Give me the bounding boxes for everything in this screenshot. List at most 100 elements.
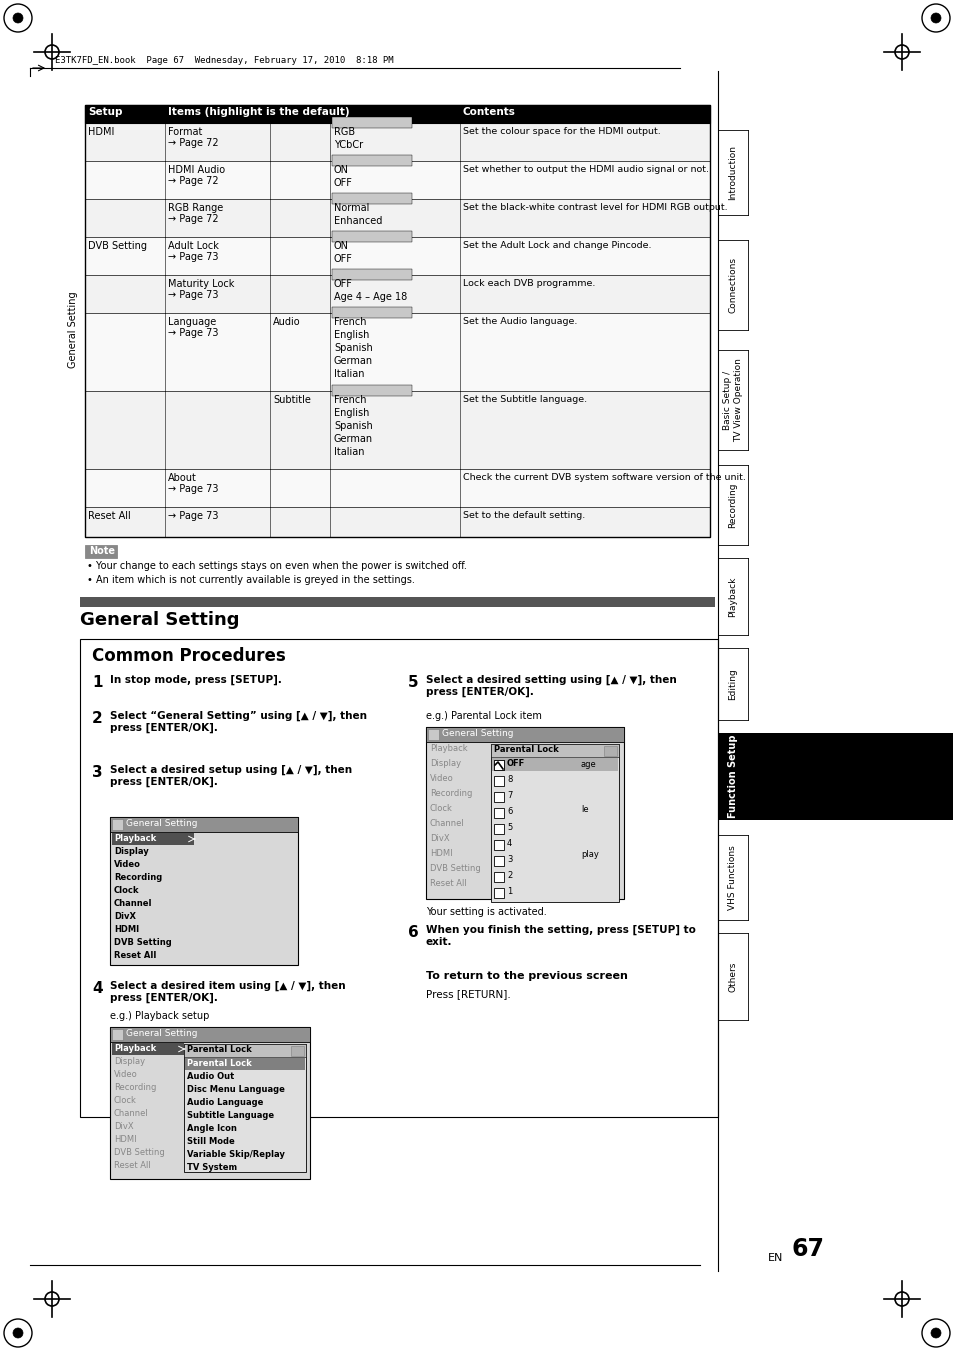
Text: In stop mode, press [SETUP].: In stop mode, press [SETUP]. [110,676,281,685]
Text: 4: 4 [506,839,512,848]
Bar [291,1046,304,1056]
Text: OFF: OFF [334,280,353,289]
Text: 6: 6 [408,925,418,940]
Text: Recording: Recording [430,789,472,798]
Bar [494,824,503,834]
Text: DVB Setting: DVB Setting [113,1148,165,1156]
Text: HDMI: HDMI [113,925,139,934]
Text: Playback: Playback [430,744,467,753]
Bar [110,1027,310,1179]
Text: → Page 73: → Page 73 [168,328,218,338]
Text: 4: 4 [91,981,103,996]
Bar [184,1044,306,1173]
Text: 6: 6 [506,807,512,816]
Text: Subtitle: Subtitle [273,394,311,405]
Text: Set the Subtitle language.: Set the Subtitle language. [462,394,586,404]
Bar [80,597,714,607]
Text: 5: 5 [408,676,418,690]
Text: Italian: Italian [334,369,364,380]
Text: Channel: Channel [113,1109,149,1119]
Text: Recording: Recording [113,873,162,882]
Text: German: German [334,434,373,444]
Bar [85,469,709,507]
Text: 8: 8 [506,775,512,784]
Text: Set the black-white contrast level for HDMI RGB output.: Set the black-white contrast level for H… [462,203,727,212]
Text: RGB Range: RGB Range [168,203,223,213]
Text: Reset All: Reset All [430,880,466,888]
Text: 2: 2 [506,871,512,880]
Text: e.g.) Playback setup: e.g.) Playback setup [110,1011,209,1021]
Bar [85,313,709,390]
Text: HDMI: HDMI [430,848,452,858]
Bar [110,1027,310,1042]
Text: Subtitle Language: Subtitle Language [187,1111,274,1120]
Text: Video: Video [113,1070,137,1079]
Text: OFF: OFF [506,759,525,767]
Bar [718,734,953,820]
Text: Editing: Editing [728,669,737,700]
Bar [494,888,503,898]
Text: DivX: DivX [113,1121,133,1131]
Bar [80,639,718,1117]
Text: → Page 72: → Page 72 [168,176,218,186]
Bar [85,161,709,199]
Text: Playback: Playback [113,1044,156,1052]
Text: 1: 1 [91,676,102,690]
Text: Display: Display [113,847,149,857]
Text: Reset All: Reset All [113,1161,151,1170]
Bar [112,1043,184,1055]
Text: DivX: DivX [430,834,449,843]
Text: Adult Lock: Adult Lock [168,240,218,251]
Bar [85,276,709,313]
Bar [85,105,709,123]
Text: Basic Setup /
TV View Operation: Basic Setup / TV View Operation [722,358,742,442]
Circle shape [930,14,940,23]
Text: Parental Lock: Parental Lock [494,744,558,754]
Text: Disc Menu Language: Disc Menu Language [187,1085,285,1094]
Bar [85,105,709,536]
Text: Video: Video [430,774,454,784]
Text: When you finish the setting, press [SETUP] to
exit.: When you finish the setting, press [SETU… [426,925,695,947]
Text: Set to the default setting.: Set to the default setting. [462,511,584,520]
Text: Select “General Setting” using [▲ / ▼], then
press [ENTER/OK].: Select “General Setting” using [▲ / ▼], … [110,711,367,734]
Text: Display: Display [430,759,460,767]
Text: Channel: Channel [113,898,152,908]
Text: English: English [334,408,369,417]
Text: Enhanced: Enhanced [334,216,382,226]
Text: Select a desired item using [▲ / ▼], then
press [ENTER/OK].: Select a desired item using [▲ / ▼], the… [110,981,345,1004]
Text: ON: ON [334,165,349,176]
Text: 5: 5 [506,823,512,832]
Text: Age 4 – Age 18: Age 4 – Age 18 [334,292,407,303]
Text: General Setting: General Setting [80,611,239,630]
Bar [85,544,117,558]
Bar [494,857,503,866]
Text: HDMI Audio: HDMI Audio [168,165,225,176]
Text: Items (highlight is the default): Items (highlight is the default) [168,107,349,118]
Circle shape [13,1328,23,1337]
Bar [332,193,412,204]
Text: DVB Setting: DVB Setting [113,938,172,947]
Bar [112,819,123,830]
Bar [112,1029,123,1040]
Text: YCbCr: YCbCr [334,141,363,150]
Text: Reset All: Reset All [113,951,156,961]
Text: Parental Lock: Parental Lock [187,1059,252,1069]
Text: Set the colour space for the HDMI output.: Set the colour space for the HDMI output… [462,127,660,136]
Text: DVB Setting: DVB Setting [88,240,147,251]
Text: Clock: Clock [113,886,139,894]
Text: → Page 73: → Page 73 [168,253,218,262]
Text: Format: Format [168,127,202,136]
Bar [332,269,412,280]
Text: 2: 2 [91,711,103,725]
Text: Connections: Connections [728,257,737,313]
Text: Spanish: Spanish [334,422,373,431]
Bar [494,761,503,770]
Text: HDMI: HDMI [113,1135,136,1144]
Bar [184,1044,306,1056]
Text: 7: 7 [506,790,512,800]
Bar [332,155,412,166]
Text: Playback: Playback [728,577,737,616]
Bar [110,817,297,965]
Bar [491,744,618,902]
Bar [494,792,503,802]
